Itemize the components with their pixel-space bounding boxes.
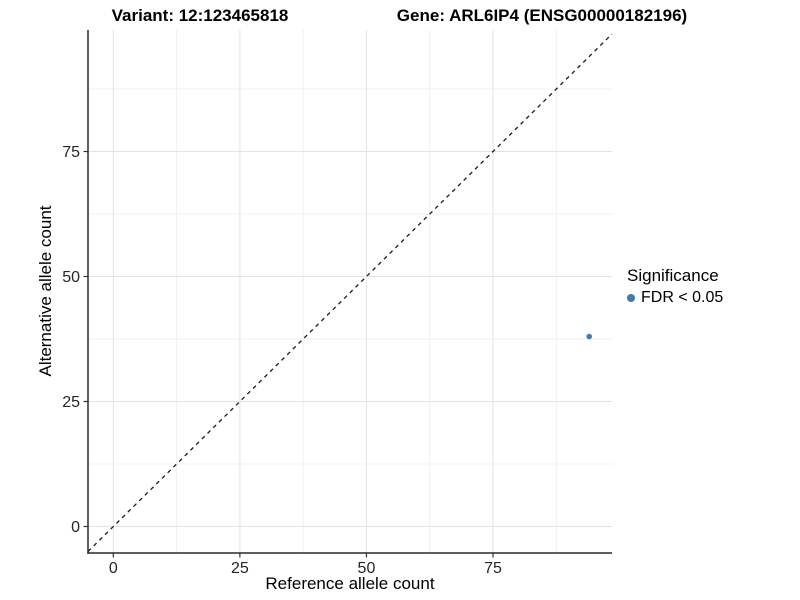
x-tick-label: 75	[484, 560, 502, 577]
legend-item-label: FDR < 0.05	[641, 289, 724, 306]
legend-point-icon	[627, 294, 635, 302]
y-axis-title: Alternative allele count	[36, 205, 55, 377]
legend-title: Significance	[627, 266, 719, 285]
gene-title: Gene: ARL6IP4 (ENSG00000182196)	[396, 6, 688, 25]
x-axis-title: Reference allele count	[265, 574, 435, 593]
x-tick-label: 0	[109, 560, 118, 577]
y-tick-label: 25	[62, 394, 80, 411]
y-tick-label: 75	[62, 144, 80, 161]
y-tick-label: 0	[71, 519, 80, 536]
data-point	[586, 333, 593, 340]
legend-item-fdr: FDR < 0.05	[627, 289, 723, 307]
y-tick-label: 50	[62, 269, 80, 286]
x-tick-label: 25	[231, 560, 249, 577]
x-tick-label: 50	[358, 560, 376, 577]
legend: Significance FDR < 0.05	[627, 266, 723, 307]
identity-dashed-line	[87, 33, 613, 552]
variant-title: Variant: 12:123465818	[111, 6, 289, 25]
